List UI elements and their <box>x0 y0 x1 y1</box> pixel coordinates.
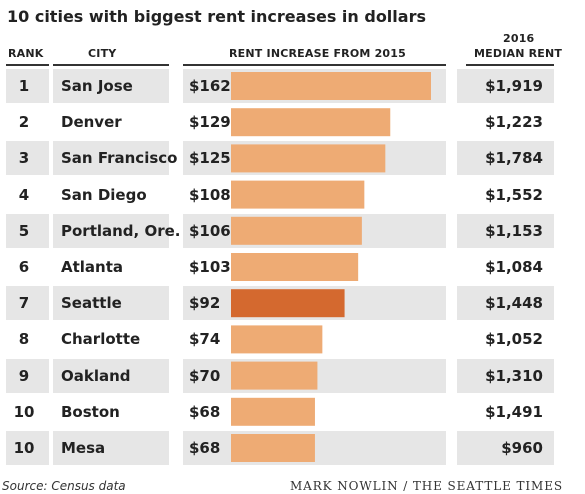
row-shade <box>6 358 49 393</box>
median-rent-cell: $1,052 <box>485 330 543 349</box>
median-rent-cell: $1,223 <box>485 113 543 132</box>
rank-cell: 6 <box>18 258 30 276</box>
city-cell: San Diego <box>61 185 147 204</box>
rank-cell: 2 <box>18 113 30 132</box>
bar <box>231 325 323 354</box>
increase-label: $108 <box>189 185 231 204</box>
chart-title: 10 cities with biggest rent increases in… <box>7 7 426 26</box>
bar <box>231 434 315 462</box>
bar <box>231 216 362 245</box>
increase-label: $74 <box>189 330 221 349</box>
row-shade <box>6 141 49 176</box>
rank-cell: 7 <box>18 294 30 313</box>
row-shade <box>6 213 49 248</box>
city-cell: San Jose <box>61 77 133 95</box>
header-underline-increase <box>183 64 446 66</box>
row-shade <box>457 286 554 321</box>
bar <box>231 253 359 281</box>
header-median-year: 2016 <box>503 32 535 45</box>
row-shade <box>457 431 554 465</box>
bar <box>231 144 386 173</box>
median-rent-cell: $960 <box>501 439 543 457</box>
median-rent-cell: $1,153 <box>485 221 543 240</box>
row-shade <box>457 69 554 103</box>
city-cell: Charlotte <box>61 330 141 349</box>
median-rent-cell: $1,448 <box>485 294 543 313</box>
city-cell: San Francisco <box>61 149 178 168</box>
city-cell: Mesa <box>61 439 106 457</box>
row-shade <box>53 141 169 176</box>
city-cell: Seattle <box>61 294 122 313</box>
header-underline-rank <box>6 64 49 66</box>
rank-cell: 4 <box>18 185 30 204</box>
increase-label: $68 <box>189 402 221 421</box>
median-rent-cell: $1,310 <box>485 366 543 385</box>
header-rent-increase: RENT INCREASE FROM 2015 <box>229 47 406 60</box>
median-rent-cell: $1,491 <box>485 402 543 421</box>
rank-cell: 9 <box>18 366 30 385</box>
row-shade <box>53 431 169 465</box>
city-cell: Portland, Ore. <box>61 221 181 240</box>
bar <box>231 72 431 100</box>
increase-label: $92 <box>189 294 221 313</box>
source-note: Source: Census data <box>2 479 126 493</box>
bar <box>231 289 345 318</box>
increase-label: $162 <box>189 77 231 95</box>
row-shade <box>6 286 49 321</box>
row-shade <box>53 69 169 103</box>
rank-cell: 8 <box>18 330 30 349</box>
bar <box>231 361 318 390</box>
bar <box>231 180 365 209</box>
rank-cell: 1 <box>18 77 30 95</box>
header-city: CITY <box>88 47 117 60</box>
city-cell: Oakland <box>61 366 131 385</box>
row-shade <box>6 69 49 103</box>
median-rent-cell: $1,784 <box>485 149 543 168</box>
header-rank: RANK <box>8 47 44 60</box>
row-shade <box>457 213 554 248</box>
city-cell: Boston <box>61 402 120 421</box>
increase-label: $106 <box>189 221 231 240</box>
bar <box>231 397 315 426</box>
header-underline-median <box>466 64 554 66</box>
row-shade <box>53 358 169 393</box>
rank-cell: 5 <box>18 221 30 240</box>
row-shade <box>53 213 169 248</box>
rank-cell: 10 <box>13 439 35 457</box>
median-rent-cell: $1,919 <box>485 77 543 95</box>
increase-label: $68 <box>189 439 221 457</box>
increase-label: $103 <box>189 258 231 276</box>
rank-cell: 10 <box>13 402 35 421</box>
median-rent-cell: $1,552 <box>485 185 543 204</box>
header-underline-city <box>53 64 169 66</box>
bar <box>231 108 391 137</box>
increase-label: $125 <box>189 149 231 168</box>
increase-label: $70 <box>189 366 221 385</box>
row-shade <box>457 141 554 176</box>
row-shade <box>6 431 49 465</box>
header-median-rent: MEDIAN RENT <box>474 47 563 60</box>
rank-cell: 3 <box>18 149 30 168</box>
city-cell: Atlanta <box>61 258 124 276</box>
increase-label: $129 <box>189 113 231 132</box>
credit-line: MARK NOWLIN / THE SEATTLE TIMES <box>289 479 563 493</box>
row-shade <box>457 358 554 393</box>
city-cell: Denver <box>61 113 122 132</box>
median-rent-cell: $1,084 <box>485 258 543 276</box>
row-shade <box>53 286 169 321</box>
